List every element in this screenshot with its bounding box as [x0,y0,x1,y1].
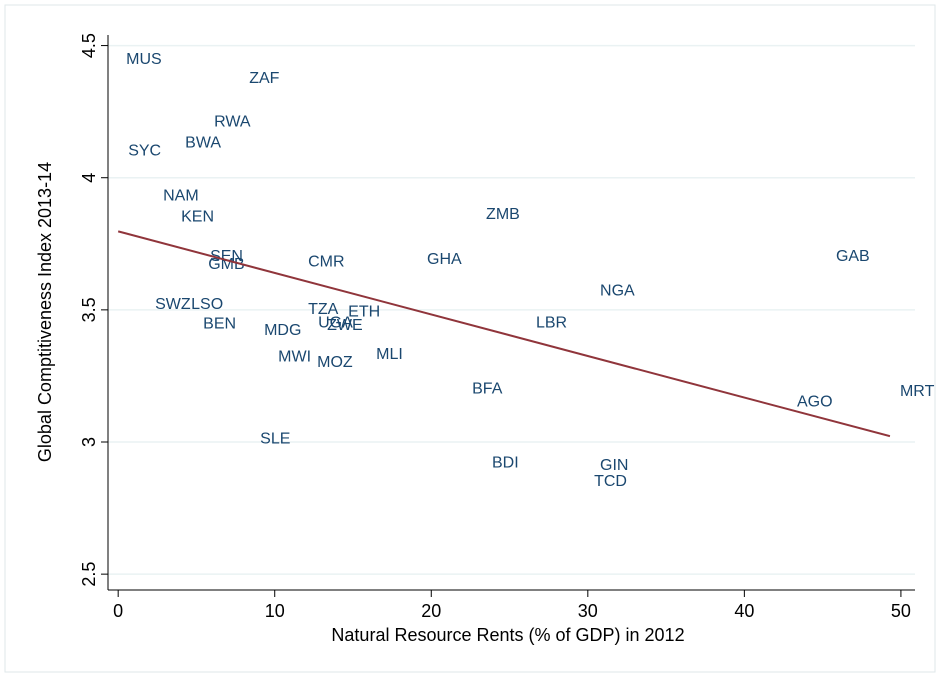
point-label: MWI [278,349,311,366]
point-label: TZA [308,301,339,318]
point-label: MRT [900,383,935,400]
x-tick-label: 50 [891,601,911,621]
point-label: ZAF [249,70,279,87]
point-label: LSO [191,296,223,313]
point-label: BDI [492,454,519,471]
point-label: LBR [536,314,567,331]
point-label: RWA [214,113,251,130]
point-label: GMB [208,256,244,273]
point-label: SEN [210,248,243,265]
y-tick-label: 3.5 [79,297,99,322]
point-label: MOZ [317,354,353,371]
point-label: MLI [376,346,403,363]
point-label: BFA [472,380,503,397]
x-tick-label: 0 [113,601,123,621]
point-label: SYC [128,143,161,160]
point-label: KEN [181,209,214,226]
point-label: ETH [348,304,380,321]
point-label: CMR [308,254,344,271]
point-label: UGA [318,314,353,331]
point-label: GHA [427,251,462,268]
point-label: ZMB [486,206,520,223]
y-tick-label: 4.5 [79,33,99,58]
point-label: BWA [185,135,221,152]
x-tick-label: 20 [421,601,441,621]
point-label: SWZ [155,296,191,313]
point-label: AGO [797,394,833,411]
point-label: MUS [126,51,162,68]
point-label: BEN [203,316,236,333]
point-label: MDG [264,322,301,339]
point-label: TCD [594,473,627,490]
point-label: ZWE [327,317,363,334]
point-label: SLE [260,431,290,448]
y-tick-label: 4 [79,173,99,183]
y-axis-title: Global Comptitiveness Index 2013-14 [35,162,55,462]
point-label: NAM [163,187,199,204]
x-tick-label: 30 [578,601,598,621]
fit-line [117,230,891,438]
x-tick-label: 40 [734,601,754,621]
point-label: GIN [600,457,628,474]
y-tick-label: 3 [79,437,99,447]
point-label: NGA [600,283,635,300]
x-tick-label: 10 [265,601,285,621]
x-axis-title: Natural Resource Rents (% of GDP) in 201… [331,625,684,645]
point-label: GAB [836,248,870,265]
y-tick-label: 2.5 [79,562,99,587]
chart-frame [4,4,936,673]
